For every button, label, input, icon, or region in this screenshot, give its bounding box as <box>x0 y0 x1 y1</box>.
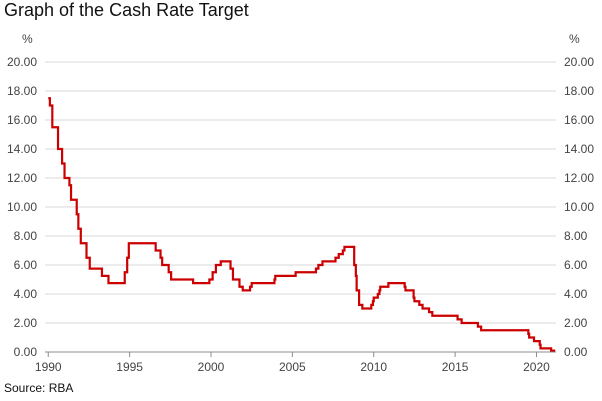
y-tick-label-left: 10.00 <box>7 200 37 214</box>
right-unit-label: % <box>569 32 580 46</box>
cash-rate-series-line <box>48 97 556 352</box>
x-tick-label: 2005 <box>279 360 306 374</box>
left-unit-label: % <box>22 32 33 46</box>
y-tick-label-left: 4.00 <box>14 287 38 301</box>
y-tick-label-left: 14.00 <box>7 142 37 156</box>
y-tick-label-left: 0.00 <box>14 345 38 359</box>
x-tick-label: 2015 <box>442 360 469 374</box>
y-tick-label-right: 14.00 <box>564 142 594 156</box>
x-tick-label: 2010 <box>360 360 387 374</box>
y-tick-label-right: 20.00 <box>564 55 594 69</box>
y-tick-label-right: 18.00 <box>564 84 594 98</box>
x-tick-label: 2000 <box>198 360 225 374</box>
chart-title: Graph of the Cash Rate Target <box>4 0 249 20</box>
y-tick-label-right: 8.00 <box>564 229 588 243</box>
source-note: Source: RBA <box>4 381 74 395</box>
x-tick-label: 2020 <box>523 360 550 374</box>
y-tick-label-left: 8.00 <box>14 229 38 243</box>
y-tick-label-left: 2.00 <box>14 316 38 330</box>
x-tick-label: 1995 <box>116 360 143 374</box>
y-tick-label-right: 0.00 <box>564 345 588 359</box>
y-tick-label-right: 16.00 <box>564 113 594 127</box>
y-tick-label-right: 12.00 <box>564 171 594 185</box>
y-tick-label-left: 12.00 <box>7 171 37 185</box>
y-tick-label-left: 18.00 <box>7 84 37 98</box>
y-tick-label-left: 16.00 <box>7 113 37 127</box>
gridlines <box>45 61 556 324</box>
axes <box>45 351 556 357</box>
x-tick-labels: 1990 1995 2000 2005 2010 2015 2020 <box>35 360 550 374</box>
y-tick-label-right: 10.00 <box>564 200 594 214</box>
y-tick-label-right: 2.00 <box>564 316 588 330</box>
y-tick-labels-left: 0.00 2.00 4.00 6.00 8.00 10.00 12.00 14.00 16.00… <box>7 55 37 359</box>
y-tick-label-left: 6.00 <box>14 258 38 272</box>
y-tick-label-left: 20.00 <box>7 55 37 69</box>
y-tick-label-right: 6.00 <box>564 258 588 272</box>
y-tick-label-right: 4.00 <box>564 287 588 301</box>
x-tick-label: 1990 <box>35 360 62 374</box>
y-tick-labels-right: 0.00 2.00 4.00 6.00 8.00 10.00 12.00 14.00 16.00… <box>564 55 594 359</box>
